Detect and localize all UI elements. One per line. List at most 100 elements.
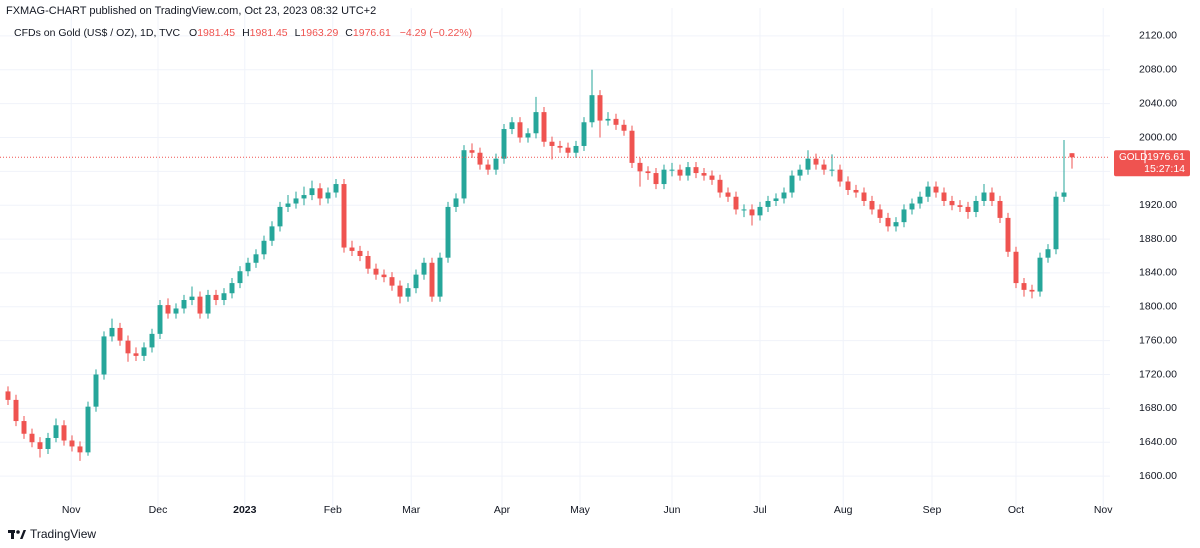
candle-body xyxy=(101,336,107,375)
candle-body xyxy=(1069,153,1075,158)
candle-body xyxy=(253,254,259,263)
y-tick-label: 2000.00 xyxy=(1139,131,1177,143)
x-tick-label: May xyxy=(570,504,591,516)
y-tick-label: 2040.00 xyxy=(1139,97,1177,109)
candle-body xyxy=(341,184,347,248)
countdown-label: 15:27:14 xyxy=(1144,163,1185,175)
candle-body xyxy=(53,425,59,438)
candle-body xyxy=(725,192,731,197)
x-tick-label: Apr xyxy=(494,504,511,516)
candle-body xyxy=(477,152,483,165)
candle-body xyxy=(229,283,235,294)
y-tick-label: 1760.00 xyxy=(1139,334,1177,346)
candle-body xyxy=(613,118,619,125)
y-tick-label: 1800.00 xyxy=(1139,301,1177,313)
candle-body xyxy=(501,129,507,159)
candle-body xyxy=(997,200,1003,218)
ohlc-label: O xyxy=(189,27,198,39)
candle-body xyxy=(1045,249,1051,258)
candle-body xyxy=(605,118,611,121)
candle-body xyxy=(349,247,355,251)
candle-body xyxy=(821,164,827,170)
ohlc-label: H xyxy=(242,27,250,39)
candle-body xyxy=(789,175,795,193)
candle-body xyxy=(5,391,11,400)
candle-body xyxy=(445,206,451,258)
candle-body xyxy=(717,179,723,193)
candle-body xyxy=(869,200,875,210)
candle-body xyxy=(533,112,539,134)
candle-body xyxy=(221,293,227,301)
candle-body xyxy=(741,209,747,211)
x-tick-label: Dec xyxy=(149,504,168,516)
ohlc-value: 1963.29 xyxy=(300,27,339,39)
candle-body xyxy=(45,437,51,449)
candle-body xyxy=(973,200,979,212)
candle-body xyxy=(1013,251,1019,284)
candle-body xyxy=(133,353,139,356)
candle-body xyxy=(77,446,83,453)
candle-body xyxy=(149,333,155,348)
candle-body xyxy=(837,169,843,182)
candle-body xyxy=(517,122,523,138)
candle-body xyxy=(29,433,35,443)
candle-body xyxy=(437,257,443,297)
candle-body xyxy=(469,150,475,153)
candle-body xyxy=(925,186,931,197)
y-tick-label: 1600.00 xyxy=(1139,470,1177,482)
ohlc-value: 1976.61 xyxy=(352,27,391,39)
candle-body xyxy=(205,294,211,314)
candle-body xyxy=(653,173,659,185)
candle-body xyxy=(813,158,819,165)
candle-body xyxy=(957,205,963,207)
candle-body xyxy=(109,327,115,337)
candle-body xyxy=(189,296,195,301)
candle-body xyxy=(325,192,331,199)
candle-body xyxy=(277,206,283,227)
candle-body xyxy=(749,209,755,216)
candle-body xyxy=(301,195,307,199)
candle-body xyxy=(541,112,547,142)
candle-body xyxy=(949,200,955,206)
candle-body xyxy=(157,305,163,334)
candle-body xyxy=(213,294,219,301)
candle-body xyxy=(549,141,555,146)
candle-body xyxy=(989,192,995,201)
candle-body xyxy=(13,399,19,422)
candle-body xyxy=(733,196,739,210)
candle-body xyxy=(1037,257,1043,292)
candle-body xyxy=(493,158,499,170)
ohlc-label: C xyxy=(345,27,353,39)
candle-body xyxy=(85,406,91,453)
candle-body xyxy=(797,169,803,176)
candle-body xyxy=(853,189,859,193)
candle-body xyxy=(677,169,683,176)
y-tick-label: 2080.00 xyxy=(1139,64,1177,76)
candle-body xyxy=(357,250,363,256)
candle-body xyxy=(661,169,667,185)
candle-body xyxy=(461,150,467,199)
candle-body xyxy=(573,145,579,153)
candle-body xyxy=(245,262,251,272)
candle-body xyxy=(829,169,835,171)
x-tick-label: 2023 xyxy=(233,504,257,516)
candle-body xyxy=(629,130,635,163)
candle-body xyxy=(621,124,627,131)
candle-body xyxy=(805,158,811,170)
candle-body xyxy=(93,374,99,407)
candle-body xyxy=(645,171,651,174)
candle-body xyxy=(261,240,267,255)
ohlc-label: L xyxy=(294,27,301,39)
x-tick-label: Jul xyxy=(753,504,766,516)
candle-body xyxy=(557,145,563,148)
candle-body xyxy=(237,271,243,284)
candle-body xyxy=(197,296,203,314)
candle-body xyxy=(685,167,691,176)
candle-body xyxy=(597,95,603,121)
candle-body xyxy=(861,192,867,201)
candle-body xyxy=(509,122,515,130)
x-tick-label: Nov xyxy=(62,504,81,516)
x-tick-label: Oct xyxy=(1008,504,1024,516)
y-tick-label: 1640.00 xyxy=(1139,436,1177,448)
